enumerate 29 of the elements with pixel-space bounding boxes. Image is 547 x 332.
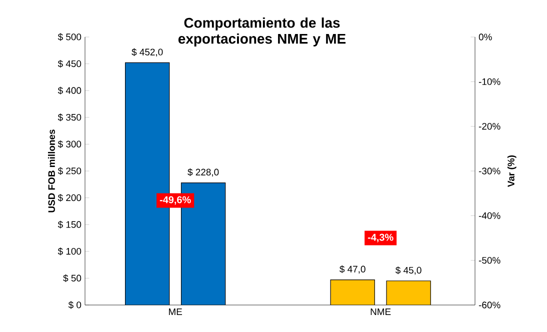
y2-tick-label: -30%	[478, 168, 500, 174]
chart-title: Comportamiento de las exportaciones NME y ME	[178, 18, 346, 46]
y2-tick-label: -20%	[478, 122, 500, 130]
x-tick-label: NME	[370, 308, 391, 316]
y-tick-label: $ 400	[58, 86, 82, 94]
y-tick-label: $ 300	[58, 140, 82, 148]
y2-tick-label: -50%	[478, 256, 500, 264]
y-tick-label: $ 450	[58, 60, 82, 68]
y-tick-label: $ 50	[63, 274, 82, 282]
data-label: $ 47,0	[340, 265, 366, 274]
x-tick-label: ME	[169, 308, 182, 316]
y-axis-title: USD FOB millones	[48, 130, 55, 212]
y2-tick-label: -40%	[478, 212, 500, 220]
y2-tick-label: -60%	[478, 302, 500, 308]
y-tick-label: $ 250	[58, 167, 82, 175]
y-tick-label: $ 350	[58, 114, 82, 122]
y-tick-label: $ 500	[58, 33, 82, 41]
y2-axis-title: Var (%)	[507, 155, 516, 187]
y-tick-label: $ 100	[58, 248, 82, 256]
data-label: $ 228,0	[188, 168, 219, 177]
y2-tick-label: -10%	[478, 78, 500, 86]
y-tick-label: $ 200	[58, 194, 82, 202]
data-label: $ 452,0	[132, 48, 163, 57]
y-tick-label: $ 0	[68, 301, 82, 309]
y-tick-label: $ 150	[58, 220, 82, 228]
y2-tick-label: 0%	[478, 34, 492, 40]
annotation: -4,3%	[368, 234, 394, 242]
data-label: $ 45,0	[396, 266, 422, 275]
annotation: -49,6%	[160, 196, 191, 205]
